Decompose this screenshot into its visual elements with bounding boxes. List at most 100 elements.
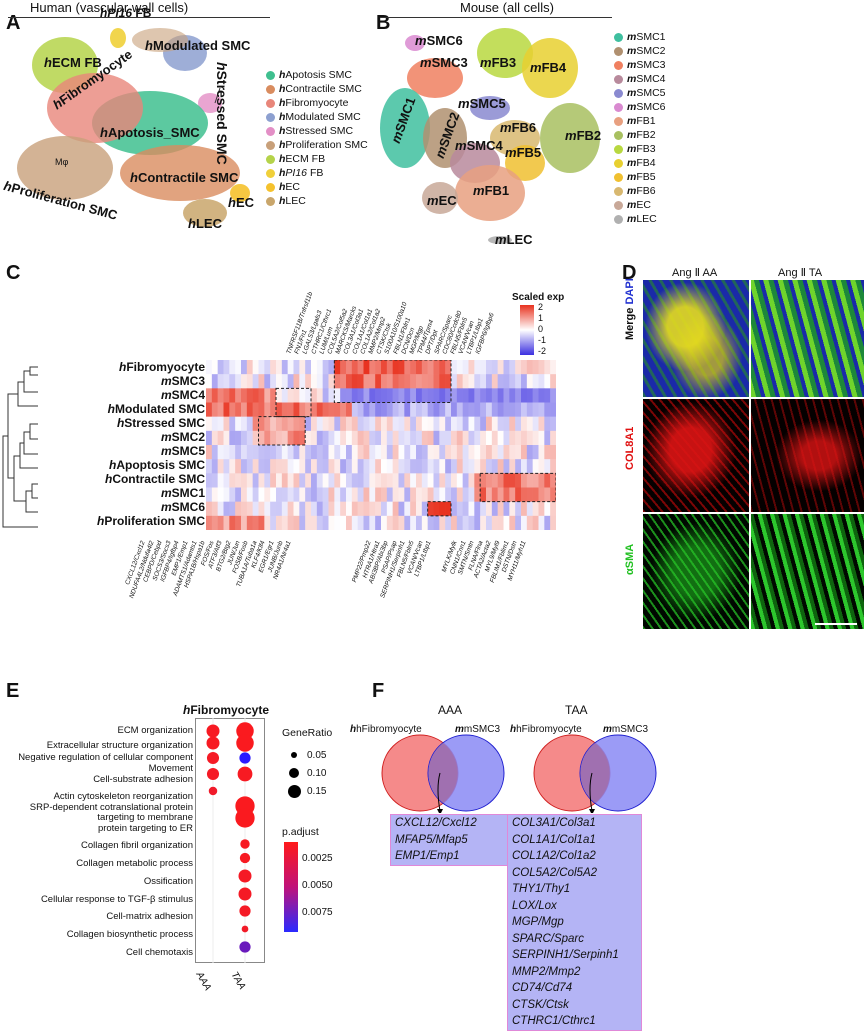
heatmap-cell xyxy=(241,416,248,432)
heatmap-cell xyxy=(410,360,417,375)
panel-e-title: hFibromyocyte xyxy=(183,703,270,717)
heatmap-cell xyxy=(451,388,458,403)
heatmap-cell xyxy=(322,459,329,474)
heatmap-cell xyxy=(235,402,242,417)
heatmap-cell xyxy=(410,374,417,389)
heatmap-cell xyxy=(532,473,539,488)
heatmap-cell xyxy=(427,515,434,530)
heatmap-cell xyxy=(544,360,551,375)
dotplot-point xyxy=(206,767,220,781)
umap-label-msmc3: mSMC3 xyxy=(420,55,468,70)
heatmap-cell xyxy=(252,360,259,375)
heatmap-cell xyxy=(211,501,218,517)
heatmap-cell xyxy=(235,487,242,502)
heatmap-cell xyxy=(334,459,341,474)
heatmap-cell xyxy=(427,416,434,432)
legend-label: mSMC3 xyxy=(627,59,666,71)
heatmap-cell xyxy=(421,501,428,517)
heatmap-cell xyxy=(281,388,288,403)
heatmap-cell xyxy=(416,487,423,502)
heatmap-cell xyxy=(305,416,312,432)
heatmap-cell xyxy=(503,416,510,432)
heatmap-cell xyxy=(281,459,288,474)
heatmap-cell xyxy=(532,515,539,530)
heatmap-cell xyxy=(281,445,288,460)
heatmap-cell xyxy=(491,388,498,403)
heatmap-cell xyxy=(439,360,446,375)
heatmap-cell xyxy=(497,445,504,460)
heatmap-cell xyxy=(416,416,423,432)
heatmap-cell xyxy=(521,388,528,403)
heatmap-cell xyxy=(316,445,323,460)
heatmap-cell xyxy=(264,374,271,389)
heatmap-cell xyxy=(486,360,493,375)
legend-swatch xyxy=(614,200,623,210)
heatmap-cell xyxy=(340,473,347,488)
heatmap-cell xyxy=(544,416,551,432)
heatmap-cell xyxy=(281,515,288,530)
heatmap-cell xyxy=(334,487,341,502)
heatmap-cell xyxy=(241,430,248,446)
heatmap-cell xyxy=(229,388,236,403)
heatmap-cell xyxy=(491,515,498,530)
heatmap-cell xyxy=(363,515,370,530)
heatmap-cell xyxy=(340,459,347,474)
heatmap-cell xyxy=(287,501,294,517)
heatmap-cell xyxy=(421,402,428,417)
heatmap-cell xyxy=(521,402,528,417)
heatmap-cell xyxy=(322,388,329,403)
heatmap-cell xyxy=(316,402,323,417)
heatmap-cell xyxy=(474,501,481,517)
heatmap-cell xyxy=(421,515,428,530)
heatmap-cell xyxy=(445,459,452,474)
heatmap-cell xyxy=(293,487,300,502)
heatmap-cell xyxy=(246,487,253,502)
heatmap-cell xyxy=(357,430,364,446)
venn-taa-gene-box: COL3A1/Col3a1 COL1A1/Col1a1 COL1A2/Col1a… xyxy=(507,814,642,1031)
heatmap-cell xyxy=(410,416,417,432)
heatmap-cell xyxy=(334,445,341,460)
heatmap-cell xyxy=(217,402,224,417)
heatmap-cell xyxy=(544,430,551,446)
heatmap-cell xyxy=(299,360,306,375)
heatmap-cell xyxy=(351,487,358,502)
heatmap-cell xyxy=(287,374,294,389)
heatmap-cell xyxy=(246,445,253,460)
heatmap-cell xyxy=(305,473,312,488)
heatmap-cell xyxy=(456,515,463,530)
legend-swatch xyxy=(614,186,623,196)
heatmap-cell xyxy=(532,459,539,474)
heatmap-cell xyxy=(445,388,452,403)
heatmap-cell xyxy=(305,402,312,417)
micrograph-asma-ta xyxy=(751,514,864,629)
heatmap-cell xyxy=(439,459,446,474)
panel-a-umap xyxy=(17,28,250,227)
heatmap-cell xyxy=(433,459,440,474)
heatmap-cell xyxy=(246,515,253,530)
heatmap-cell xyxy=(404,459,411,474)
heatmap-cell xyxy=(270,374,277,389)
heatmap-cell xyxy=(229,487,236,502)
heatmap-cell xyxy=(229,459,236,474)
heatmap-cell xyxy=(223,515,230,530)
heatmap-cell xyxy=(206,459,213,474)
heatmap-cell xyxy=(316,501,323,517)
heatmap-cell xyxy=(316,487,323,502)
panel-d-rowlabel-col8a1: COL8A1 xyxy=(624,426,636,470)
heatmap-cell xyxy=(497,388,504,403)
heatmap-cell xyxy=(299,445,306,460)
heatmap-row-label: hStressed SMC xyxy=(116,416,205,430)
heatmap-cell xyxy=(206,445,213,460)
heatmap-cell xyxy=(462,501,469,517)
heatmap-cell xyxy=(392,416,399,432)
heatmap-cell xyxy=(515,487,522,502)
heatmap-cell xyxy=(462,388,469,403)
heatmap-cell xyxy=(351,430,358,446)
heatmap-cell xyxy=(381,501,388,517)
heatmap-cell xyxy=(299,388,306,403)
heatmap-cell xyxy=(491,360,498,375)
heatmap-cell xyxy=(346,374,353,389)
heatmap-cell xyxy=(211,430,218,446)
heatmap-highlight-box xyxy=(258,416,306,446)
heatmap-cell xyxy=(340,360,347,375)
